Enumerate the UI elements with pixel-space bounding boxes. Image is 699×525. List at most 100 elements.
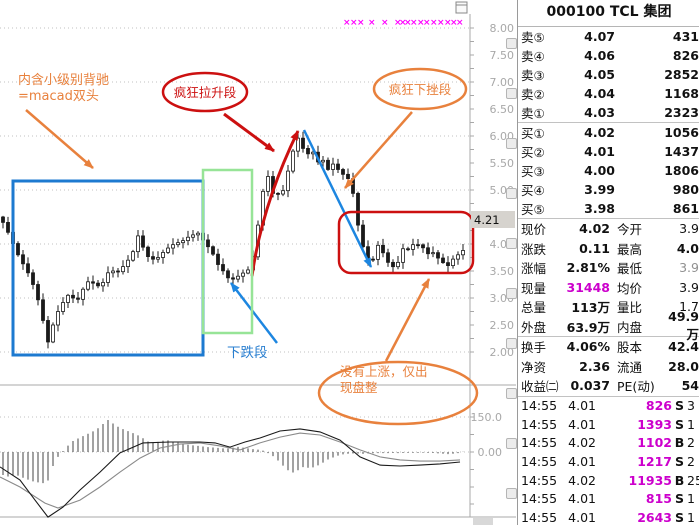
splitter-knob[interactable] bbox=[506, 438, 517, 449]
tick-time: 14:55 bbox=[521, 491, 558, 507]
stat-value: 4.06% bbox=[566, 339, 610, 355]
signal-marker-icon: × bbox=[437, 18, 445, 28]
tick-price: 4.01 bbox=[568, 416, 596, 432]
stat-value: 31448 bbox=[566, 279, 611, 295]
stat-label: 外盘 bbox=[521, 319, 547, 335]
flat-label: 现盘整 bbox=[340, 380, 378, 395]
price-axis-label: 7.50 bbox=[490, 49, 515, 62]
red-annotation-box bbox=[337, 210, 475, 275]
splitter-knob[interactable] bbox=[506, 338, 517, 349]
splitter-knob[interactable] bbox=[506, 38, 517, 49]
stat-label: 总量 bbox=[521, 300, 547, 316]
dif-line bbox=[0, 428, 461, 518]
signal-marker-icon: × bbox=[423, 18, 431, 28]
stat-label: 最高 bbox=[617, 241, 643, 257]
sell-quote-row[interactable]: 卖① 4.03 2323 bbox=[518, 103, 699, 122]
tick-side: S bbox=[674, 509, 684, 525]
tick-row: 14:55 4.01 826 S 3 bbox=[518, 397, 699, 416]
stat-row: 现量 31448 均价 3.9 bbox=[518, 278, 699, 298]
splitter-knob[interactable] bbox=[506, 188, 517, 199]
red-rally-arrow bbox=[250, 130, 300, 277]
splitter-knob[interactable] bbox=[506, 88, 517, 99]
stat-value: 0.11 bbox=[579, 240, 610, 256]
stat-value: 1.7 bbox=[679, 299, 699, 315]
buy-quote-row[interactable]: 买⑤ 3.98 861 bbox=[518, 199, 699, 218]
stock-stats-b: 换手 4.06% 股本 42.4 净资 2.36 流通 28.0 收益㈡ 0.037 PE(动) 54 bbox=[518, 337, 699, 396]
signal-marker-icon: × bbox=[343, 18, 351, 28]
tick-row: 14:55 4.01 1217 S 2 bbox=[518, 452, 699, 471]
divider bbox=[518, 395, 699, 397]
tick-count: 1 bbox=[687, 509, 695, 525]
sell-quote-row[interactable]: 卖② 4.04 1168 bbox=[518, 84, 699, 103]
splitter-knob[interactable] bbox=[506, 388, 517, 399]
tick-row: 14:55 4.02 1102 B 2 bbox=[518, 434, 699, 453]
tick-price: 4.02 bbox=[568, 435, 596, 451]
blue-plunge-arrow bbox=[302, 129, 373, 268]
stat-label: 最低 bbox=[617, 261, 643, 277]
stat-value: 28.0 bbox=[668, 358, 699, 374]
stat-row: 收益㈡ 0.037 PE(动) 54 bbox=[518, 376, 699, 396]
signal-marker-icon: × bbox=[444, 18, 452, 28]
splitter-knob[interactable] bbox=[506, 238, 517, 249]
divider bbox=[518, 336, 699, 337]
quote-price: 4.07 bbox=[584, 29, 615, 44]
buy-quote-row[interactable]: 买② 4.01 1437 bbox=[518, 142, 699, 161]
price-axis-label: 2.50 bbox=[490, 319, 515, 332]
quote-label: 买② bbox=[521, 145, 545, 160]
signal-marker-icon: × bbox=[450, 18, 458, 28]
scrollbar-corner[interactable] bbox=[473, 518, 493, 525]
quote-label: 买⑤ bbox=[521, 202, 545, 217]
sell-quote-row[interactable]: 卖③ 4.05 2852 bbox=[518, 65, 699, 84]
buy-quote-row[interactable]: 买③ 4.00 1806 bbox=[518, 161, 699, 180]
decline-label: 下跌段 bbox=[227, 345, 268, 361]
stat-label: 今开 bbox=[617, 222, 643, 238]
stat-row: 现价 4.02 今开 3.9 bbox=[518, 219, 699, 239]
last-price-tag bbox=[471, 211, 515, 228]
panel-splitter[interactable] bbox=[505, 0, 517, 525]
tick-side: S bbox=[674, 416, 684, 432]
stat-value: 3.9 bbox=[679, 221, 699, 237]
stat-label: 现价 bbox=[521, 222, 547, 238]
dea-line bbox=[0, 432, 461, 509]
quote-volume: 2323 bbox=[664, 105, 699, 120]
macd-axis-label: 0.00 bbox=[478, 446, 503, 459]
quote-price: 4.06 bbox=[584, 48, 615, 63]
stat-value: 2.81% bbox=[566, 260, 610, 276]
signal-marker-icon: × bbox=[381, 18, 389, 28]
quote-volume: 1806 bbox=[664, 163, 699, 178]
tick-volume: 1393 bbox=[637, 416, 672, 432]
tick-row: 14:55 4.01 1393 S 1 bbox=[518, 415, 699, 434]
stat-value: 113万 bbox=[571, 300, 610, 316]
splitter-knob[interactable] bbox=[506, 288, 517, 299]
tick-side: B bbox=[674, 435, 685, 451]
stat-value: 3.9 bbox=[679, 260, 699, 276]
quote-volume: 861 bbox=[672, 201, 699, 216]
buy-quote-row[interactable]: 买④ 3.99 980 bbox=[518, 180, 699, 199]
quote-volume: 1437 bbox=[664, 144, 699, 159]
stat-label: 换手 bbox=[521, 340, 547, 356]
stock-title: 000100 TCL 集团 bbox=[518, 0, 699, 27]
price-axis-label: 8.00 bbox=[490, 22, 515, 35]
tick-count: 2 bbox=[687, 435, 695, 451]
stat-value: 63.9万 bbox=[566, 319, 610, 335]
sell-quote-row[interactable]: 卖④ 4.06 826 bbox=[518, 46, 699, 65]
quote-label: 卖③ bbox=[521, 68, 545, 83]
stat-value: 2.36 bbox=[579, 358, 610, 374]
quote-price: 4.00 bbox=[584, 163, 615, 178]
tick-count: 2 bbox=[687, 454, 695, 470]
tick-time: 14:55 bbox=[521, 416, 558, 432]
buy-quotes: 买① 4.02 1056 买② 4.01 1437 买③ 4.00 1806 买④ 3.99 980 买… bbox=[518, 123, 699, 218]
stat-value: 4.02 bbox=[579, 221, 610, 237]
quote-label: 买① bbox=[521, 126, 545, 141]
green-annotation-box bbox=[201, 168, 254, 335]
splitter-knob[interactable] bbox=[506, 488, 517, 499]
price-axis-label: 5.50 bbox=[490, 157, 515, 170]
splitter-knob[interactable] bbox=[506, 138, 517, 149]
stat-value: 54 bbox=[681, 378, 699, 394]
plunge-ellipse bbox=[372, 67, 468, 111]
window-restore-icon[interactable] bbox=[455, 1, 468, 14]
sell-quote-row[interactable]: 卖⑤ 4.07 431 bbox=[518, 27, 699, 46]
quote-price: 4.03 bbox=[584, 105, 615, 120]
buy-quote-row[interactable]: 买① 4.02 1056 bbox=[518, 123, 699, 142]
